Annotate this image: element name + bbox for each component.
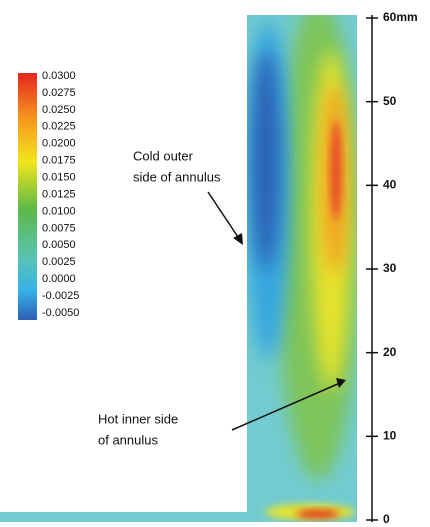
colorbar-label: -0.0025 [42,290,79,302]
arrow-head [336,378,346,388]
colorbar-label: 0.0025 [42,256,76,268]
arrow [207,191,241,241]
scale-label: 10 [383,429,397,443]
colorbar-label: 0.0300 [42,70,76,82]
annotation-text: Hot inner side [98,411,178,426]
colorbar [18,73,37,320]
scale-label: 0 [383,512,390,526]
colorbar-label: -0.0050 [42,307,79,319]
arrow-head [233,233,243,245]
annotations [207,191,346,431]
annotation-text: of annulus [98,432,158,447]
scale-label: 30 [383,261,397,275]
annotation-text: Cold outer [133,148,194,163]
colorbar-label: 0.0050 [42,239,76,251]
arrow [231,382,341,431]
colorbar-label: 0.0250 [42,104,76,116]
colorbar-label: 0.0275 [42,87,76,99]
scale-label: 20 [383,345,397,359]
colorbar-label: 0.0125 [42,188,76,200]
scale-label: 60mm [383,10,418,24]
scale-label: 40 [383,178,397,192]
colorbar-label: 0.0175 [42,155,76,167]
scale-label: 50 [383,94,397,108]
colorbar-label: 0.0225 [42,121,76,133]
annotation-text: side of annulus [133,169,221,184]
colorbar-label: 0.0200 [42,138,76,150]
colorbar-label: 0.0000 [42,273,76,285]
colorbar-label: 0.0150 [42,171,76,183]
colorbar-label: 0.0075 [42,222,76,234]
colorbar-label: 0.0100 [42,205,76,217]
